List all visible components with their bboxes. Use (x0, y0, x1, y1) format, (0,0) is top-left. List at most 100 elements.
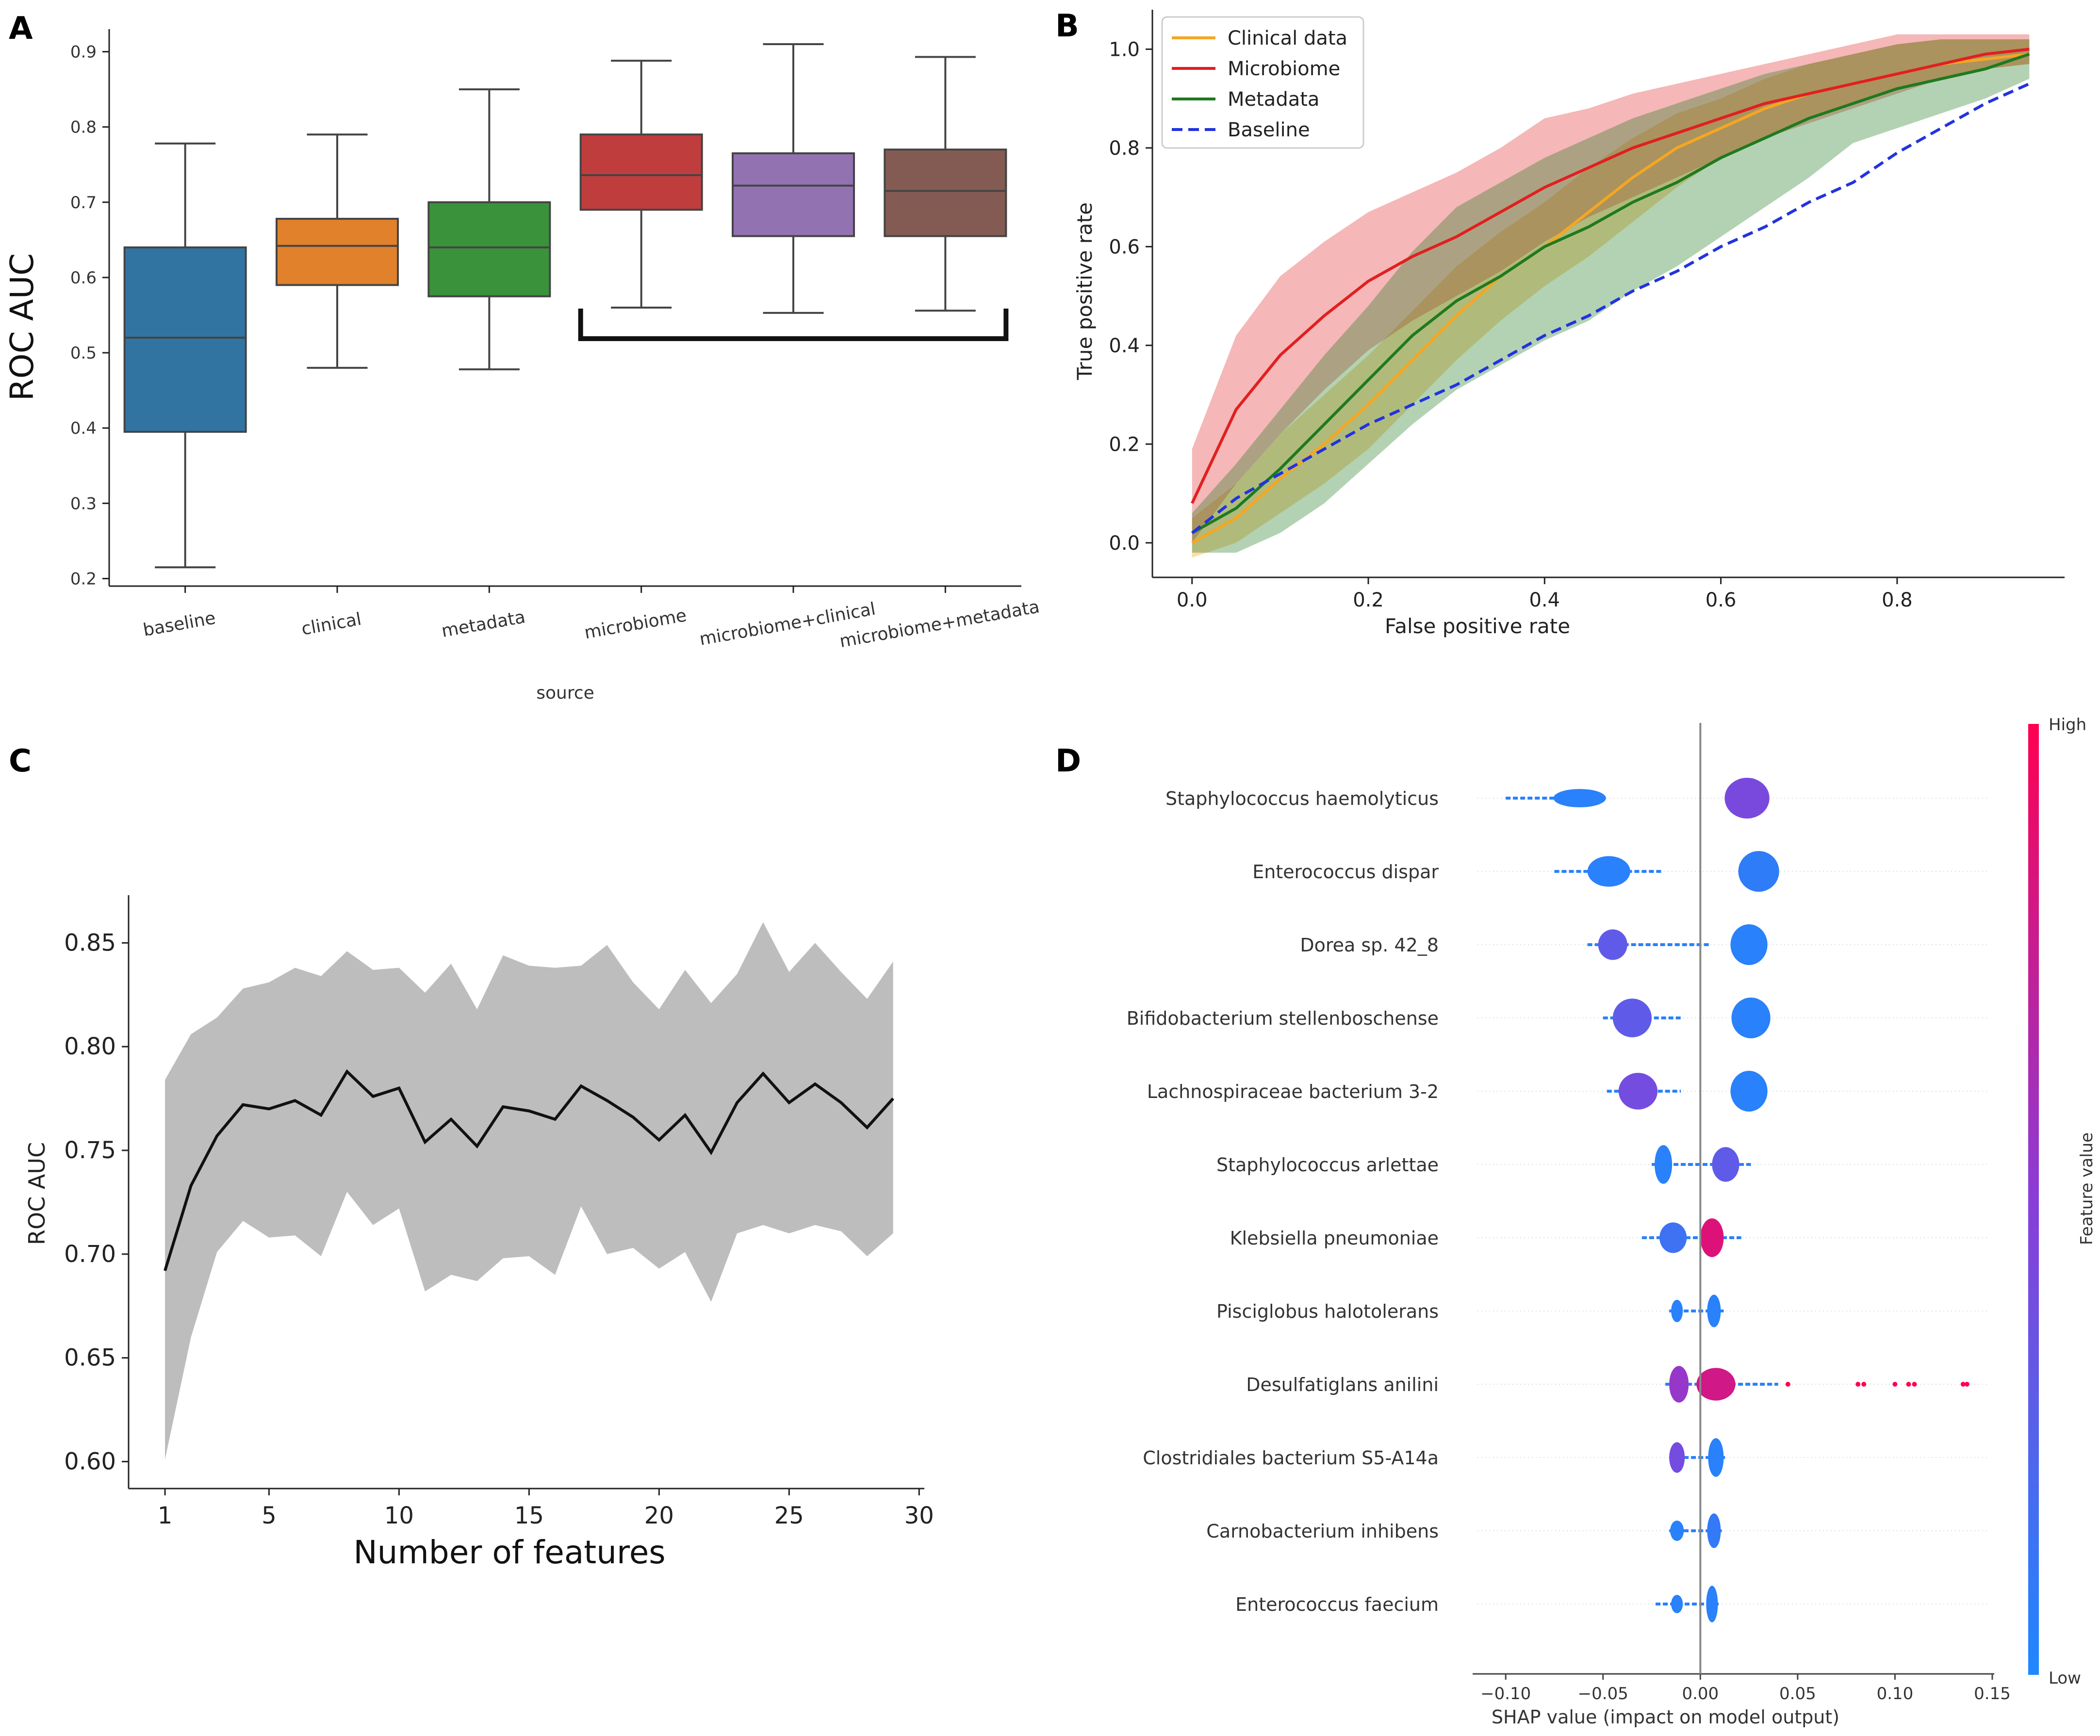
a-x-tick-label: baseline (142, 608, 217, 640)
b-x-axis-title: False positive rate (1385, 614, 1570, 638)
d-outlier-point (1892, 1382, 1898, 1387)
a-y-tick-label: 0.8 (70, 118, 97, 137)
a-x-tick-label: clinical (300, 609, 363, 639)
a-y-axis-title: ROC AUC (3, 253, 41, 401)
a-x-tick-label: microbiome (583, 606, 688, 643)
d-violin-blob (1730, 1071, 1768, 1112)
b-y-axis-title: True positive rate (1073, 202, 1097, 380)
d-violin-blob (1706, 1586, 1718, 1622)
c-y-axis-title: ROC AUC (24, 1142, 50, 1245)
d-violin-blob (1587, 856, 1630, 887)
panel-letter-c: C (9, 743, 32, 779)
d-x-tick-label: 0.05 (1779, 1684, 1816, 1703)
a-box-clinical (276, 217, 399, 286)
a-y-tick-label: 0.6 (70, 268, 97, 288)
b-legend-box (1161, 16, 1364, 149)
d-violin-blob (1696, 1368, 1736, 1401)
b-legend-label: Microbiome (1228, 58, 1340, 80)
a-x-tick-label: metadata (440, 607, 527, 641)
c-x-tick-label: 20 (644, 1502, 674, 1529)
b-y-tick-label: 0.8 (1109, 137, 1140, 160)
d-violin-blob (1671, 1595, 1683, 1613)
d-violin-blob (1731, 998, 1771, 1038)
d-feature-label: Staphylococcus haemolyticus (1165, 788, 1439, 809)
d-outlier-point (1785, 1382, 1790, 1387)
b-x-tick-label: 0.6 (1706, 589, 1737, 611)
a-significance-bracket (578, 309, 1009, 341)
d-feature-label: Bifidobacterium stellenboschense (1127, 1008, 1439, 1029)
d-outlier-point (1960, 1382, 1966, 1387)
c-x-tick-label: 25 (774, 1502, 804, 1529)
b-legend-label: Metadata (1228, 88, 1319, 111)
c-y-tick-label: 0.80 (64, 1033, 116, 1060)
d-feature-label: Lachnospiraceae bacterium 3-2 (1147, 1081, 1439, 1102)
b-y-tick-label: 1.0 (1109, 38, 1140, 61)
d-violin-blob (1669, 1366, 1689, 1403)
d-x-axis-title: SHAP value (impact on model output) (1492, 1706, 1839, 1728)
panel-letter-b: B (1055, 8, 1079, 44)
d-outlier-point (1855, 1382, 1861, 1387)
c-x-tick-label: 10 (384, 1502, 414, 1529)
b-x-tick-label: 0.2 (1353, 589, 1384, 611)
c-x-axis-title: Number of features (353, 1534, 665, 1571)
d-violin-blob (1671, 1299, 1683, 1323)
d-violin-blob (1708, 1438, 1724, 1477)
b-line-microbiome (1191, 48, 2030, 504)
b-legend-label: Clinical data (1228, 27, 1347, 49)
panel-letter-a: A (9, 11, 33, 47)
d-violin-blob (1730, 924, 1768, 965)
colorbar-title: Feature value (2077, 1132, 2097, 1245)
c-x-tick-label: 15 (514, 1502, 544, 1529)
d-feature-label: Staphylococcus arlettae (1216, 1154, 1439, 1176)
c-x-tick-label: 1 (158, 1502, 173, 1529)
d-violin-blob (1700, 1218, 1724, 1257)
a-y-tick-label: 0.5 (70, 344, 97, 363)
c-x-tick-label: 5 (262, 1502, 277, 1529)
colorbar-low-label: Low (2049, 1669, 2081, 1688)
d-outlier-point (1964, 1382, 1969, 1387)
b-x-tick-label: 0.4 (1529, 589, 1560, 611)
d-violin-blob (1738, 851, 1779, 892)
c-confidence-band (165, 922, 893, 1460)
panel-b-roc-curves: 0.0 0.2 0.4 0.6 0.8 1.0 0.0 0.2 0.4 0.6 0.8 False p… (1073, 10, 2065, 638)
d-outlier-point (1906, 1382, 1911, 1387)
d-violin-blob (1598, 929, 1627, 960)
panel-letter-d: D (1055, 743, 1081, 779)
d-feature-label: Clostridiales bacterium S5-A14a (1143, 1447, 1439, 1469)
d-violin-blob (1707, 1513, 1721, 1548)
d-violin-blob (1669, 1442, 1685, 1473)
b-y-tick-label: 0.0 (1109, 532, 1140, 555)
d-violin-blob (1612, 999, 1652, 1037)
b-y-tick-label: 0.6 (1109, 236, 1140, 258)
b-line-metadata (1191, 52, 2030, 535)
b-y-tick-label: 0.4 (1109, 335, 1140, 357)
d-x-tick-label: 0.10 (1877, 1684, 1914, 1703)
panel-d-shap-summary: −0.10 −0.05 0.00 0.05 0.10 0.15 SHAP value (im… (1127, 723, 2039, 1728)
b-legend: Clinical data Microbiome Metadata Baseline (1161, 16, 1364, 149)
d-feature-label: Enterococcus dispar (1252, 861, 1439, 883)
a-y-tick-label: 0.3 (70, 494, 97, 513)
d-violin-blob (1618, 1073, 1658, 1110)
c-y-tick-label: 0.70 (64, 1241, 116, 1268)
c-y-tick-label: 0.75 (64, 1137, 116, 1164)
d-violin-blob (1724, 778, 1770, 819)
a-box-microbiome (579, 133, 703, 211)
d-violin-blob (1659, 1222, 1687, 1253)
d-x-tick-label: −0.05 (1578, 1684, 1628, 1703)
b-y-tick-label: 0.2 (1109, 433, 1140, 456)
a-y-tick-label: 0.7 (70, 193, 97, 213)
d-feature-label: Dorea sp. 42_8 (1300, 934, 1439, 956)
c-y-tick-label: 0.65 (64, 1344, 116, 1372)
panel-a-boxplot: 0.2 0.3 0.4 0.5 0.6 0.7 0.8 0.9 ROC AUC baseline c… (3, 29, 1041, 703)
d-violin-blob (1712, 1147, 1739, 1182)
d-violin-blob (1707, 1294, 1721, 1327)
b-x-tick-label: 0.0 (1177, 589, 1208, 611)
d-feature-label: Enterococcus faecium (1235, 1594, 1439, 1615)
d-outlier-point (1912, 1382, 1917, 1387)
d-x-tick-label: −0.10 (1480, 1684, 1531, 1703)
b-x-tick-label: 0.8 (1882, 589, 1913, 611)
b-band-clinical-data (1192, 39, 2030, 558)
c-mean-line (164, 1069, 894, 1271)
d-violin-blob (1670, 1521, 1684, 1541)
